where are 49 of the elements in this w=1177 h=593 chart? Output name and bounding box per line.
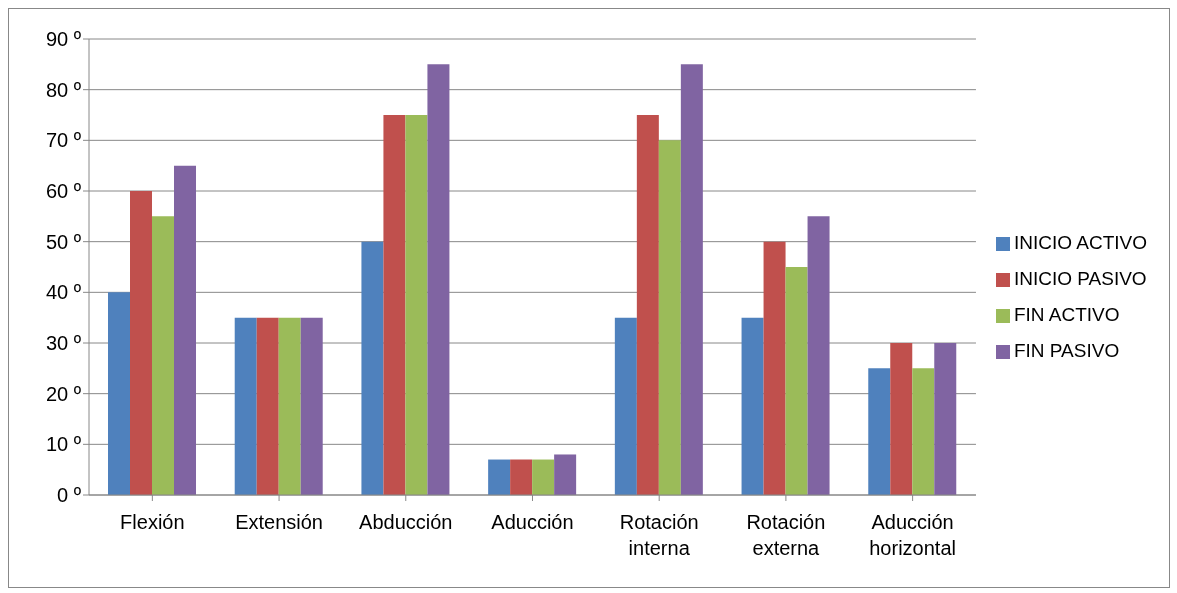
- y-tick-label: 70 º: [45, 129, 82, 152]
- y-tick-label: 80 º: [45, 78, 82, 101]
- bar: [680, 64, 703, 495]
- x-tick-label: Aducción: [491, 511, 574, 533]
- y-tick-label: 60 º: [45, 180, 82, 203]
- bar: [152, 216, 175, 495]
- bar: [554, 454, 577, 495]
- x-tick-label: Flexión: [120, 511, 185, 533]
- bar: [108, 292, 131, 495]
- bar: [256, 317, 279, 495]
- y-tick-label: 20 º: [45, 382, 82, 405]
- bar: [427, 64, 450, 495]
- y-tick-label: 0 º: [57, 484, 82, 507]
- bar: [383, 115, 406, 495]
- x-tick-label: Abducción: [359, 511, 453, 533]
- bar: [658, 140, 681, 495]
- bar: [763, 241, 786, 495]
- bar: [890, 343, 913, 495]
- y-tick-label: 90 º: [45, 28, 82, 51]
- bar: [130, 191, 153, 495]
- legend-label: INICIO ACTIVO: [1013, 232, 1147, 253]
- x-tick-label: Rotación externa: [746, 511, 826, 559]
- legend-label: FIN ACTIVO: [1013, 304, 1120, 325]
- bar: [278, 317, 301, 495]
- bar: [868, 368, 891, 495]
- bar: [614, 317, 637, 495]
- legend-label: INICIO PASIVO: [1013, 268, 1147, 289]
- bar: [300, 317, 323, 495]
- bar: [807, 216, 830, 495]
- bar: [636, 115, 659, 495]
- bar: [510, 459, 533, 495]
- bar: [488, 459, 511, 495]
- y-tick-label: 40 º: [45, 281, 82, 304]
- bar: [532, 459, 555, 495]
- y-tick-label: 50 º: [45, 230, 82, 253]
- legend-label: FIN PASIVO: [1013, 340, 1120, 361]
- x-tick-label: Aducción horizontal: [869, 511, 956, 559]
- y-tick-label: 30 º: [45, 332, 82, 355]
- bar: [234, 317, 257, 495]
- bar: [405, 115, 428, 495]
- x-tick-label: Rotación interna: [619, 511, 699, 559]
- y-tick-label: 10 º: [45, 433, 82, 456]
- bar: [934, 343, 957, 495]
- bar: [741, 317, 764, 495]
- bar: [361, 241, 384, 495]
- bar: [174, 165, 197, 495]
- bar: [785, 267, 808, 495]
- bar: [912, 368, 935, 495]
- x-tick-label: Extensión: [235, 511, 323, 533]
